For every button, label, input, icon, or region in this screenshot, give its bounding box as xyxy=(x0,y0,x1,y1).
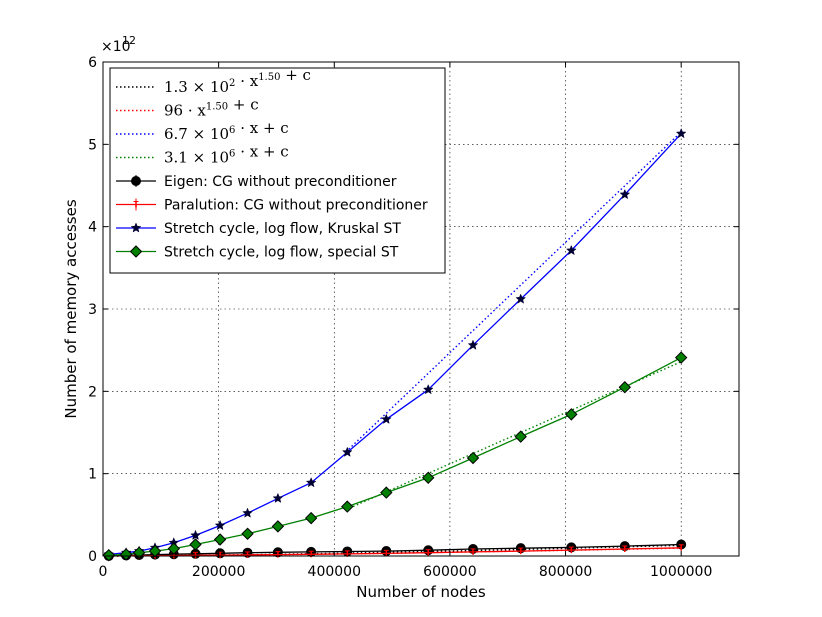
data-point xyxy=(241,527,254,540)
x-tick-label: 800000 xyxy=(539,564,592,580)
x-tick-label: 400000 xyxy=(308,564,361,580)
data-point xyxy=(341,500,354,513)
x-tick-label: 0 xyxy=(99,564,108,580)
axis-ticks: 0 200000 400000 600000 800000 1000000 0 1 2 3 4 5 6 xyxy=(88,55,739,580)
data-series xyxy=(102,127,688,562)
data-point xyxy=(514,430,527,443)
y-tick-label: 6 xyxy=(88,55,97,71)
series-line xyxy=(108,357,682,556)
data-point xyxy=(132,546,146,559)
legend-fit-label: 96 · x1.50 + c xyxy=(164,96,259,120)
x-tick-label: 200000 xyxy=(192,564,245,580)
y-tick-label: 1 xyxy=(88,467,97,483)
x-tick-label: 1000000 xyxy=(650,564,712,580)
data-point xyxy=(674,351,688,364)
legend-series-label: Stretch cycle, log flow, special ST xyxy=(164,245,399,261)
x-tick-label: 600000 xyxy=(423,564,476,580)
y-multiplier-exp: 12 xyxy=(122,34,136,47)
data-point xyxy=(422,384,434,395)
data-point xyxy=(515,293,527,304)
y-multiplier: ×10 12 xyxy=(101,34,136,55)
data-point xyxy=(675,127,687,139)
fit-curve xyxy=(345,131,682,453)
data-point xyxy=(242,507,253,518)
data-point xyxy=(102,548,115,562)
data-point xyxy=(190,529,201,541)
data-point xyxy=(130,222,142,233)
data-point xyxy=(380,486,393,499)
data-point xyxy=(119,548,133,561)
y-tick-label: 5 xyxy=(88,137,97,153)
data-point xyxy=(129,245,143,258)
y-axis-label: Number of memory accesses xyxy=(62,199,80,418)
data-point xyxy=(467,339,479,350)
data-point xyxy=(189,538,202,551)
data-point xyxy=(565,408,578,421)
legend: 1.3 × 102 · x1.50 + c96 · x1.50 + c6.7 ×… xyxy=(109,66,446,274)
fit-curve xyxy=(108,544,682,557)
data-point xyxy=(148,544,162,558)
data-point xyxy=(305,477,317,488)
series xyxy=(102,351,688,562)
data-point xyxy=(271,520,285,533)
data-point xyxy=(466,451,480,465)
y-tick-label: 4 xyxy=(88,220,97,236)
y-tick-label: 3 xyxy=(88,302,97,318)
legend-fit-label: 6.7 × 106 · x + c xyxy=(164,119,289,143)
legend-series-label: Paralution: CG without preconditioner xyxy=(164,198,428,214)
legend-box xyxy=(109,67,446,274)
data-point xyxy=(565,244,577,256)
legend-series-label: Stretch cycle, log flow, Kruskal ST xyxy=(164,221,401,237)
data-point xyxy=(272,492,284,503)
data-point xyxy=(213,533,227,546)
legend-fit-label: 3.1 × 106 · x + c xyxy=(164,143,289,167)
data-point xyxy=(341,446,353,457)
y-tick-label: 2 xyxy=(88,384,97,400)
y-multiplier-base: ×10 xyxy=(101,39,131,55)
legend-fit-label: 1.3 × 102 · x1.50 + c xyxy=(164,66,311,96)
data-point xyxy=(380,413,392,424)
data-point xyxy=(422,471,435,484)
y-tick-label: 0 xyxy=(88,549,97,565)
data-point xyxy=(167,542,181,555)
legend-series-label: Eigen: CG without preconditioner xyxy=(164,174,397,190)
data-point xyxy=(619,188,631,200)
data-point xyxy=(214,519,226,531)
x-axis-label: Number of nodes xyxy=(356,583,486,601)
data-point xyxy=(304,511,318,525)
data-point xyxy=(618,381,632,394)
